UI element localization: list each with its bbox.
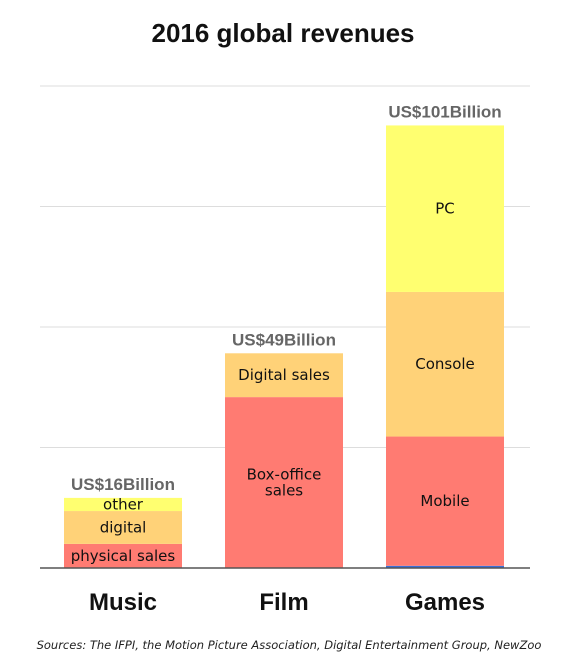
bar-segment [64, 543, 182, 568]
chart-title: 2016 global revenues [151, 18, 414, 48]
bar-segment [225, 397, 343, 568]
total-label: US$101Billion [388, 102, 501, 121]
category-label: Games [405, 589, 485, 616]
segment-label: Digital sales [238, 366, 330, 384]
total-label: US$49Billion [232, 330, 336, 349]
segment-label: Console [415, 355, 475, 373]
bar-segment [225, 353, 343, 398]
category-label: Music [89, 589, 157, 616]
segment-label: other [103, 495, 144, 513]
bar-segment [64, 497, 182, 512]
bar-stack-games: Mobile Console PC US$101Billion [386, 102, 504, 568]
bar-segment [386, 565, 504, 568]
segment-label: physical sales [71, 547, 176, 565]
segment-label: PC [435, 200, 455, 218]
category-label: Film [259, 589, 308, 616]
segment-label: Mobile [420, 492, 469, 510]
segment-label: digital [100, 518, 147, 536]
bar-segment [386, 125, 504, 292]
segment-label: Box-office sales [247, 466, 322, 500]
bar-segment [386, 436, 504, 566]
chart-source: Sources: The IFPI, the Motion Picture As… [37, 638, 542, 652]
bar-stack-film: Box-office sales Digital sales US$49Billion [225, 330, 343, 568]
bar-segment [64, 511, 182, 544]
total-label: US$16Billion [71, 475, 175, 494]
bar-segment [386, 291, 504, 437]
category-labels: Music Film Games [89, 589, 485, 616]
